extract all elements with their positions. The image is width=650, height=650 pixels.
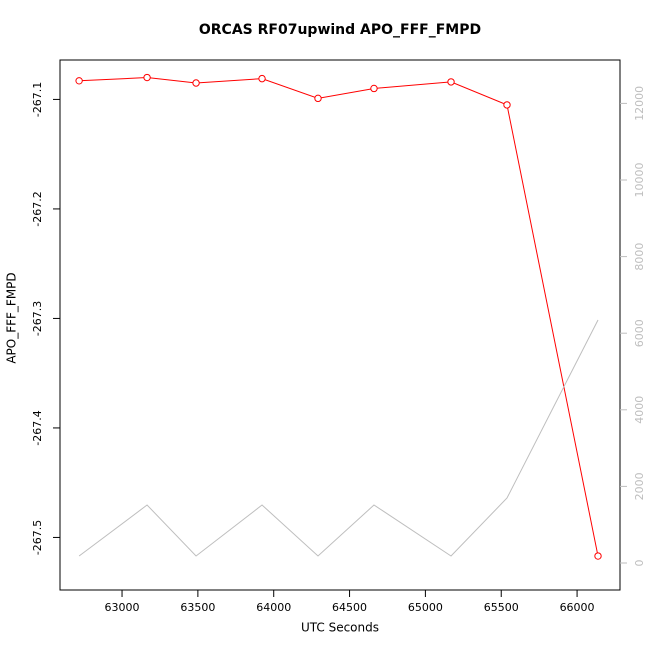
y2-tick-label: 10000 (633, 162, 646, 197)
y-tick-label: -267.2 (31, 191, 44, 226)
chart-title: ORCAS RF07upwind APO_FFF_FMPD (199, 22, 481, 38)
series-line (78, 319, 599, 557)
x-tick-label: 65500 (484, 601, 519, 614)
y-axis-label: APO_FFF_FMPD (5, 272, 19, 363)
point (192, 79, 200, 87)
point (594, 552, 602, 560)
y-tick-label: -267.5 (31, 520, 44, 555)
point (447, 78, 455, 86)
y2-tick-label: 0 (633, 559, 646, 566)
y-tick-label: -267.4 (31, 410, 44, 445)
y2-tick-label: 2000 (633, 472, 646, 500)
x-tick-label: 63000 (105, 601, 140, 614)
y-tick-label: -267.1 (31, 82, 44, 117)
x-tick-label: 63500 (180, 601, 215, 614)
point (143, 73, 151, 82)
y2-tick-label: 8000 (633, 243, 646, 271)
y2-tick-label: 4000 (633, 396, 646, 424)
plot-frame (59, 59, 621, 591)
x-axis-label: UTC Seconds (301, 621, 379, 635)
x-tick-label: 65000 (408, 601, 443, 614)
x-tick-label: 66000 (560, 601, 595, 614)
point (314, 94, 322, 103)
point (503, 101, 511, 109)
y-tick-label: -267.3 (31, 301, 44, 336)
x-tick-label: 64500 (332, 601, 367, 614)
y2-tick-label: 6000 (633, 319, 646, 347)
point (370, 84, 378, 93)
x-tick-label: 64000 (256, 601, 291, 614)
y2-tick-label: 12000 (633, 86, 646, 121)
point (75, 77, 83, 85)
point (258, 74, 266, 83)
